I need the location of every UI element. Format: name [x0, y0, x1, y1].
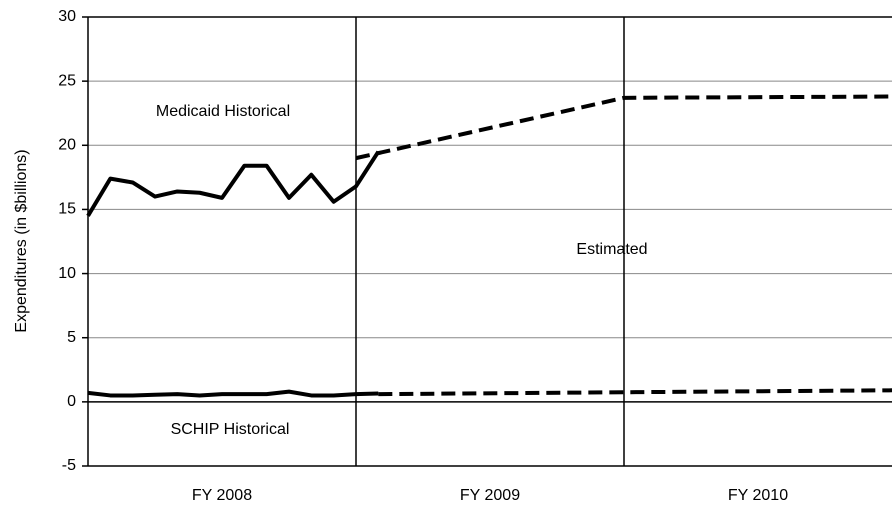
historical-line: [86, 150, 381, 217]
y-tick-label: -5: [62, 457, 76, 474]
x-tick-label: FY 2008: [192, 487, 252, 504]
annotation: Estimated: [576, 241, 647, 258]
estimate-line: [355, 94, 893, 161]
annotation: Medicaid Historical: [156, 103, 290, 120]
y-tick-label: 5: [67, 329, 76, 346]
y-tick-label: 10: [58, 265, 76, 282]
y-tick-label: 20: [58, 137, 76, 154]
y-tick-label: 15: [58, 201, 76, 218]
y-tick-label: 30: [58, 8, 76, 25]
x-tick-label: FY 2009: [460, 487, 520, 504]
y-axis-label: Expenditures (in $billions): [13, 149, 30, 332]
y-tick-label: 25: [58, 72, 76, 89]
y-tick-label: 0: [67, 393, 76, 410]
estimate-line: [378, 388, 893, 397]
x-tick-label: FY 2010: [728, 487, 788, 504]
annotation: SCHIP Historical: [171, 421, 290, 438]
historical-line: [87, 389, 379, 398]
